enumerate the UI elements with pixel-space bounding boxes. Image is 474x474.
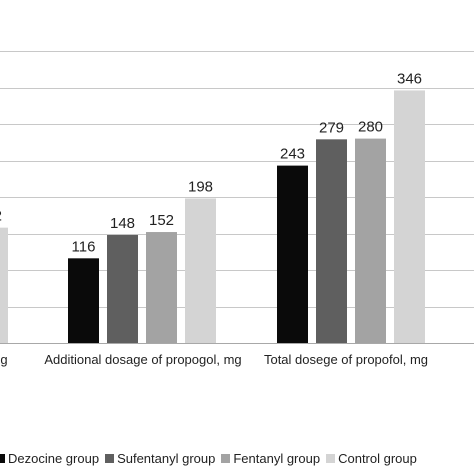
legend-swatch: [221, 453, 231, 463]
bar-control-group-1: [185, 198, 216, 343]
value-label: 152: [149, 212, 174, 229]
legend-item-sufentanyl-group: Sufentanyl group: [105, 451, 215, 466]
bars: [0, 90, 425, 343]
legend-label: Fentanyl group: [233, 450, 321, 466]
category-labels: , mg Additional dosage of propogol, mg Tot…: [0, 352, 428, 367]
legend-swatch: [0, 453, 5, 463]
value-label: 279: [319, 119, 344, 136]
legend: Dezocine group Sufentanyl group Fentanyl g…: [0, 448, 474, 468]
value-label: 280: [358, 119, 383, 136]
bar-sufentanyl-group-1: [107, 234, 138, 343]
value-labels: 116 243 148 279 152 280 198 346 2: [0, 70, 422, 255]
value-label: 148: [110, 215, 135, 232]
legend-label: Dezocine group: [8, 450, 100, 466]
legend-item-dezocine-group: Dezocine group: [0, 451, 99, 466]
bar-partial-control: [0, 227, 8, 343]
legend-label: Control group: [338, 450, 417, 466]
bar-dezocine-group-2: [277, 165, 308, 343]
bar-fentanyl-group-2: [355, 138, 386, 343]
value-label: 243: [280, 146, 305, 163]
category-label-1: Additional dosage of propogol, mg: [44, 352, 241, 367]
value-label: 346: [397, 70, 422, 87]
bar-dezocine-group-1: [68, 258, 99, 343]
category-label-2: Total dosege of propofol, mg: [264, 352, 428, 367]
bar-sufentanyl-group-2: [316, 139, 347, 343]
bar-control-group-2: [394, 90, 425, 343]
bar-fentanyl-group-1: [146, 232, 177, 343]
legend-item-control-group: Control group: [326, 451, 417, 466]
value-label: 116: [72, 238, 96, 255]
value-label: 198: [188, 178, 213, 195]
legend-label: Sufentanyl group: [117, 450, 216, 466]
legend-swatch: [326, 453, 336, 463]
value-label-partial: 2: [0, 208, 2, 225]
legend-item-fentanyl-group: Fentanyl group: [221, 451, 320, 466]
category-label-0: , mg: [0, 352, 8, 367]
legend-swatch: [105, 453, 115, 463]
